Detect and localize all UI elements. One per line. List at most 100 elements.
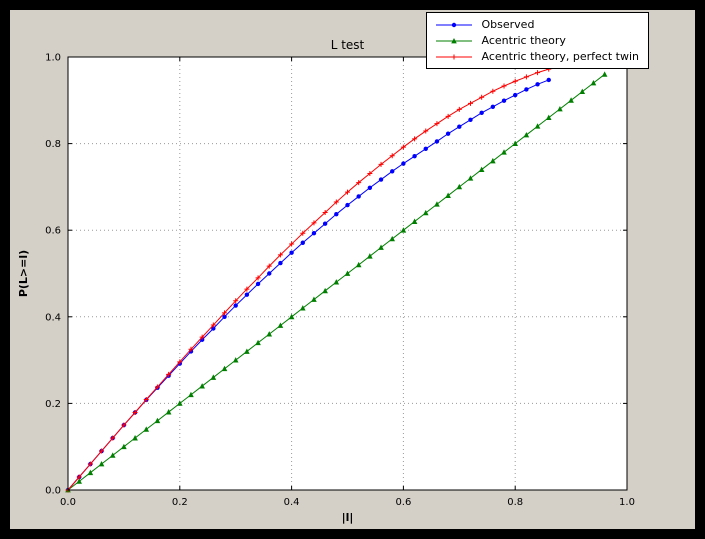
y-tick-label: 0.8 <box>45 139 61 150</box>
data-point-triangle <box>590 79 597 86</box>
data-point-circle <box>300 240 305 245</box>
data-point-plus <box>345 189 350 195</box>
l-test-plot: 0.0 0.2 0.4 0.6 0.8 1.0 0.0 0.2 0.4 0.6 0.8 1.0 L te… <box>17 38 635 524</box>
data-point-plus <box>501 83 507 89</box>
data-point-triangle <box>355 261 362 268</box>
data-point-circle <box>479 110 484 116</box>
data-point-triangle <box>389 235 396 242</box>
legend-sample-acentric-theory-line <box>435 37 472 43</box>
data-point-triangle <box>277 322 284 328</box>
data-point-triangle <box>132 435 138 441</box>
data-point-plus <box>423 128 429 134</box>
x-tick-label: 0.4 <box>284 497 300 508</box>
data-point-circle <box>378 177 384 182</box>
data-point-triangle <box>411 218 418 224</box>
legend-item-observed: Observed <box>434 18 639 31</box>
legend: Observed Acentric theory Acentric theory… <box>425 12 649 69</box>
chart-title: L test <box>331 38 365 52</box>
data-point-circle <box>434 139 440 144</box>
data-point-triangle <box>154 417 161 424</box>
data-point-plus <box>434 121 440 127</box>
data-point-plus <box>356 180 362 186</box>
data-point-plus <box>451 54 457 59</box>
legend-label-acentric-theory: Acentric theory <box>481 34 566 47</box>
data-point-triangle <box>288 313 295 320</box>
data-point-triangle <box>98 461 105 467</box>
data-point-plus <box>266 263 272 269</box>
legend-item-perfect-twin: Acentric theory, perfect twin <box>434 50 639 63</box>
data-point-circle <box>490 104 496 109</box>
data-point-circle <box>412 153 417 159</box>
data-point-circle <box>222 314 227 319</box>
legend-sample-observed-line <box>435 22 472 27</box>
data-point-plus <box>110 435 116 441</box>
data-point-triangle <box>434 201 440 207</box>
data-point-plus <box>378 161 384 167</box>
data-point-plus <box>400 144 406 150</box>
data-point-triangle <box>165 409 172 415</box>
data-point-plus <box>289 241 295 247</box>
data-point-triangle <box>210 374 217 380</box>
data-point-triangle <box>467 175 474 181</box>
data-point-triangle <box>557 105 563 112</box>
y-tick-label: 1.0 <box>45 53 61 64</box>
data-point-triangle <box>109 452 116 458</box>
data-point-circle <box>322 221 328 226</box>
data-point-triangle <box>232 357 239 363</box>
data-point-triangle <box>76 478 82 484</box>
data-point-circle <box>278 260 283 266</box>
data-point-plus <box>333 199 339 205</box>
legend-item-acentric-theory: Acentric theory <box>434 34 639 47</box>
data-point-circle <box>535 82 540 87</box>
data-point-plus <box>300 230 306 236</box>
data-point-triangle <box>579 88 586 95</box>
data-point-triangle <box>266 331 273 337</box>
data-point-circle <box>546 77 551 83</box>
data-point-triangle <box>445 192 451 198</box>
y-tick-label: 0.0 <box>45 486 61 497</box>
data-point-plus <box>277 252 283 258</box>
data-point-plus <box>222 310 228 316</box>
data-point-triangle <box>450 37 457 43</box>
data-point-triangle <box>199 383 205 389</box>
data-point-circle <box>255 281 261 287</box>
axes-spines <box>67 56 628 491</box>
legend-label-observed: Observed <box>481 18 535 31</box>
data-point-triangle <box>143 426 150 432</box>
data-point-triangle <box>333 279 340 285</box>
series-acentric-theory <box>65 71 608 493</box>
data-point-plus <box>322 209 328 215</box>
data-point-triangle <box>545 114 552 121</box>
data-point-circle <box>524 87 529 92</box>
y-axis-label: P(L>=l) <box>17 250 30 297</box>
data-point-plus <box>121 422 127 428</box>
data-point-circle <box>233 303 238 308</box>
data-point-circle <box>267 271 272 276</box>
data-point-triangle <box>188 391 194 398</box>
data-point-triangle <box>221 365 228 372</box>
data-point-circle <box>311 231 317 236</box>
data-point-plus <box>479 94 485 100</box>
data-point-plus <box>132 409 138 415</box>
data-point-triangle <box>244 348 250 354</box>
data-point-circle <box>513 92 518 98</box>
data-point-triangle <box>87 469 94 476</box>
data-point-circle <box>334 211 339 217</box>
data-point-plus <box>467 100 473 106</box>
data-point-plus <box>512 78 518 84</box>
figure-canvas: 0.0 0.2 0.4 0.6 0.8 1.0 0.0 0.2 0.4 0.6 0.8 1.0 L te… <box>10 10 695 529</box>
data-point-circle <box>457 124 462 129</box>
data-point-plus <box>490 88 496 94</box>
data-point-circle <box>451 22 456 27</box>
x-tick-label: 0.2 <box>172 497 188 508</box>
data-point-circle <box>445 131 451 136</box>
data-point-circle <box>244 292 250 297</box>
data-point-triangle <box>299 305 306 311</box>
data-point-circle <box>401 161 406 166</box>
data-point-circle <box>367 185 373 190</box>
x-tick-label: 0.8 <box>507 497 523 508</box>
data-point-plus <box>445 113 451 119</box>
y-tick-label: 0.6 <box>45 226 61 237</box>
y-tick-label: 0.4 <box>45 312 61 323</box>
data-point-triangle <box>512 140 518 146</box>
